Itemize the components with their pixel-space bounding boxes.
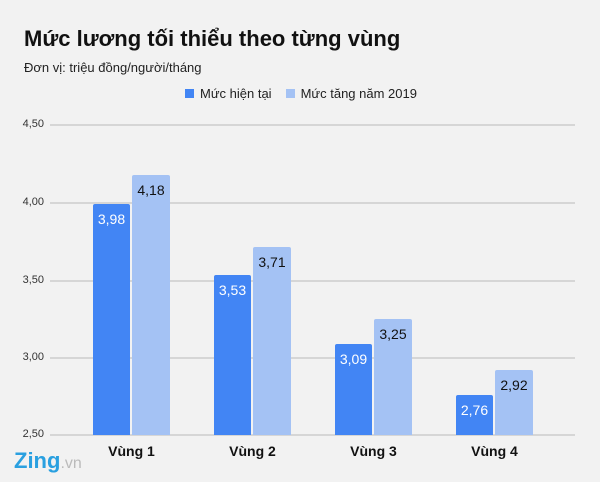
gridline (50, 202, 575, 204)
bar-current-vung-3: 3,09 (335, 344, 372, 435)
x-label: Vùng 1 (108, 443, 155, 459)
chart-title: Mức lương tối thiểu theo từng vùng (24, 26, 401, 51)
zing-logo: Zing.vn (14, 448, 82, 474)
legend-swatch-current (185, 89, 194, 98)
bar-increase-vung-2: 3,71 (253, 247, 291, 435)
legend-label-increase: Mức tăng năm 2019 (300, 86, 417, 101)
legend-swatch-increase (285, 89, 295, 98)
gridline (50, 280, 575, 282)
legend-label-current: Mức hiện tại (200, 86, 272, 101)
gridline (50, 357, 575, 359)
bar-increase-vung-1: 4,18 (132, 175, 170, 435)
bar-current-vung-1: 3,98 (93, 204, 130, 435)
y-tick: 4,50 (22, 118, 44, 130)
bar-current-vung-2: 3,53 (214, 275, 251, 435)
bar-current-vung-4: 2,76 (456, 395, 493, 435)
bar-increase-vung-3: 3,25 (374, 319, 412, 435)
logo-brand: Zing (14, 448, 61, 473)
gridline (50, 434, 575, 436)
y-tick: 2,50 (22, 428, 44, 440)
legend-item-increase: Mức tăng năm 2019 (285, 86, 417, 101)
x-label: Vùng 3 (350, 443, 397, 459)
x-label: Vùng 2 (229, 443, 276, 459)
logo-suffix: .vn (60, 455, 82, 472)
x-label: Vùng 4 (471, 443, 518, 459)
y-tick: 3,50 (22, 274, 44, 286)
legend-item-current: Mức hiện tại (185, 86, 272, 101)
bar-increase-vung-4: 2,92 (495, 370, 533, 435)
y-tick: 4,00 (22, 196, 44, 208)
gridline (50, 124, 575, 126)
y-tick: 3,00 (22, 351, 44, 363)
legend: Mức hiện tại Mức tăng năm 2019 (185, 86, 425, 101)
chart-subtitle: Đơn vị: triệu đồng/người/tháng (24, 60, 202, 75)
